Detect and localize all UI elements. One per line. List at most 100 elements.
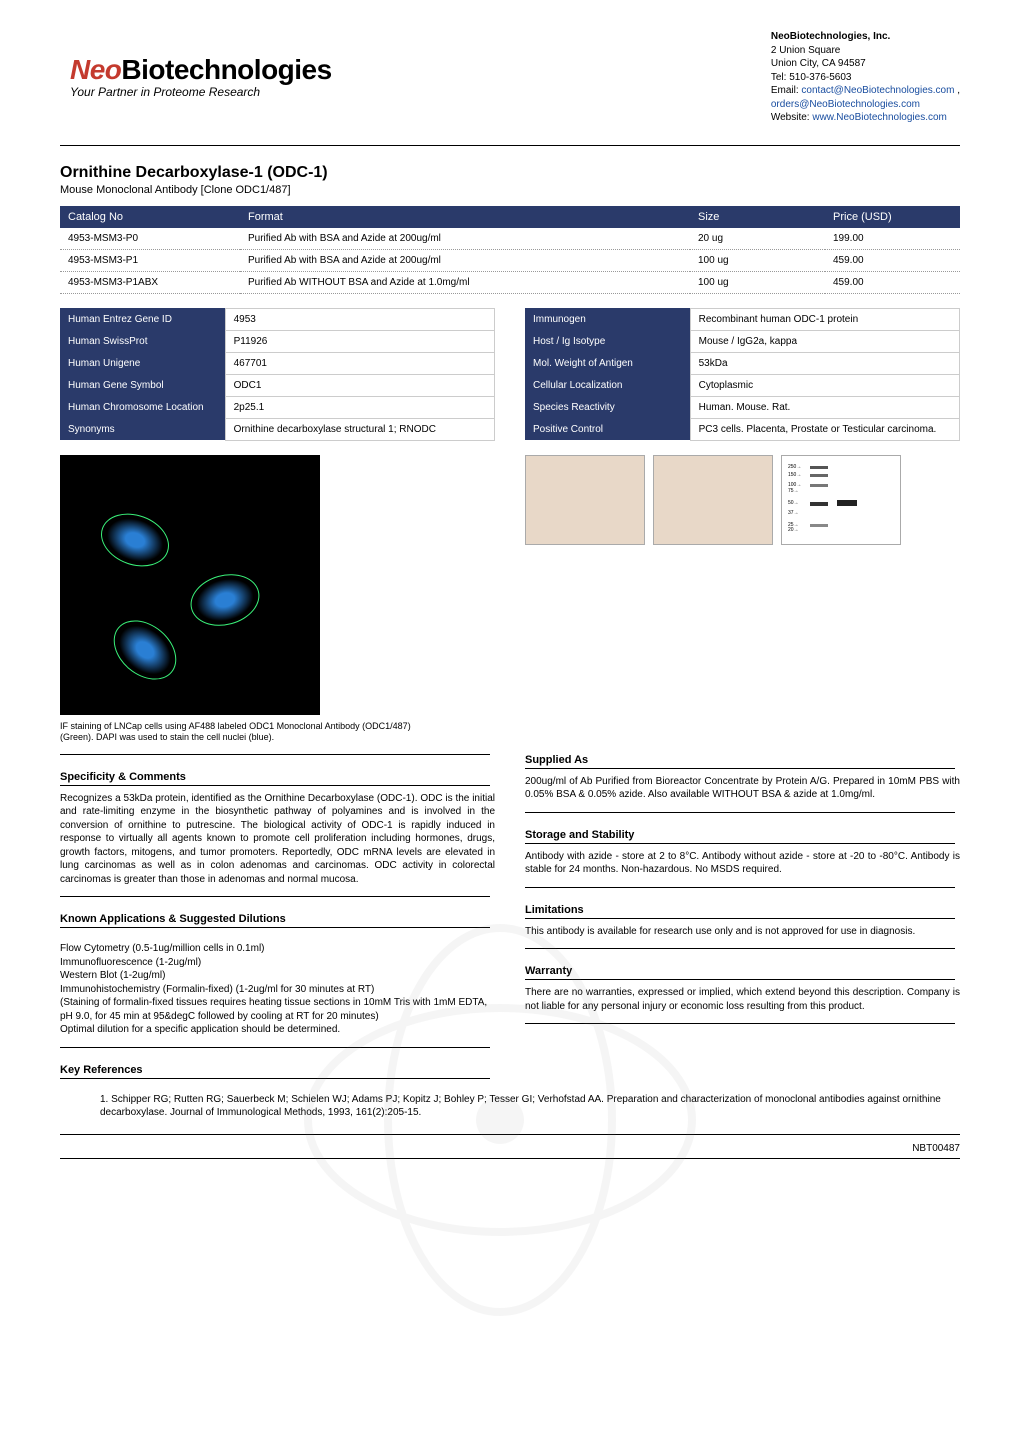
kv-value: 467701 — [225, 352, 494, 374]
company-info: NeoBiotechnologies, Inc. 2 Union Square … — [771, 30, 960, 125]
kv-value: Ornithine decarboxylase structural 1; RN… — [225, 418, 494, 440]
apps-text: Flow Cytometry (0.5-1ug/million cells in… — [60, 942, 495, 1037]
kv-key: Immunogen — [525, 308, 690, 330]
kv-row: Human Chromosome Location2p25.1 — [60, 396, 495, 418]
kv-value: 53kDa — [690, 352, 959, 374]
th-catalog: Catalog No — [60, 206, 240, 228]
kv-row: Human Unigene467701 — [60, 352, 495, 374]
kv-key: Human SwissProt — [60, 330, 225, 352]
apps-heading: Known Applications & Suggested Dilutions — [60, 913, 495, 925]
limit-heading: Limitations — [525, 904, 960, 916]
warranty-heading: Warranty — [525, 965, 960, 977]
kv-key: Synonyms — [60, 418, 225, 440]
text-columns: Specificity & Comments Recognizes a 53kD… — [60, 754, 960, 1085]
th-size: Size — [690, 206, 825, 228]
kv-row: Cellular LocalizationCytoplasmic — [525, 374, 960, 396]
footer-code: NBT00487 — [60, 1143, 960, 1154]
footer-rule-2 — [60, 1158, 960, 1159]
kv-value: Mouse / IgG2a, kappa — [690, 330, 959, 352]
kv-key: Positive Control — [525, 418, 690, 440]
kv-key: Host / Ig Isotype — [525, 330, 690, 352]
pricing-cell-price: 459.00 — [825, 271, 960, 293]
page-header: NeoBiotechnologies Your Partner in Prote… — [60, 30, 960, 125]
images-row: IF staining of LNCap cells using AF488 l… — [60, 455, 960, 744]
pricing-row: 4953-MSM3-P0Purified Ab with BSA and Azi… — [60, 228, 960, 250]
web-link[interactable]: www.NeoBiotechnologies.com — [812, 112, 947, 123]
kv-value: PC3 cells. Placenta, Prostate or Testicu… — [690, 418, 959, 440]
kv-key: Human Entrez Gene ID — [60, 308, 225, 330]
svg-text:250→: 250→ — [788, 464, 801, 470]
logo-rest: Biotechnologies — [121, 54, 331, 85]
supplied-text: 200ug/ml of Ab Purified from Bioreactor … — [525, 775, 960, 802]
kv-key: Mol. Weight of Antigen — [525, 352, 690, 374]
pricing-cell-price: 199.00 — [825, 228, 960, 250]
wb-thumb: 250→ 150→ 100→ 75→ 50→ 37→ 25→ 20→ — [781, 455, 901, 545]
svg-text:20→: 20→ — [788, 527, 799, 533]
pricing-row: 4953-MSM3-P1ABXPurified Ab WITHOUT BSA a… — [60, 271, 960, 293]
logo-tagline: Your Partner in Proteome Research — [70, 86, 332, 98]
kv-value: Recombinant human ODC-1 protein — [690, 308, 959, 330]
pricing-cell-cat: 4953-MSM3-P1 — [60, 249, 240, 271]
pricing-cell-fmt: Purified Ab with BSA and Azide at 200ug/… — [240, 228, 690, 250]
warranty-text: There are no warranties, expressed or im… — [525, 986, 960, 1013]
tel-label: Tel: — [771, 72, 789, 83]
main-image-caption: IF staining of LNCap cells using AF488 l… — [60, 721, 440, 744]
product-subtitle: Mouse Monoclonal Antibody [Clone ODC1/48… — [60, 184, 960, 196]
email-sep: , — [954, 85, 960, 96]
email-label: Email: — [771, 85, 802, 96]
pricing-cell-cat: 4953-MSM3-P1ABX — [60, 271, 240, 293]
kv-row: Host / Ig IsotypeMouse / IgG2a, kappa — [525, 330, 960, 352]
kv-value: 4953 — [225, 308, 494, 330]
storage-text: Antibody with azide - store at 2 to 8°C.… — [525, 850, 960, 877]
company-addr1: 2 Union Square — [771, 44, 960, 58]
kv-row: ImmunogenRecombinant human ODC-1 protein — [525, 308, 960, 330]
email2-link[interactable]: orders@NeoBiotechnologies.com — [771, 99, 920, 110]
pricing-table: Catalog No Format Size Price (USD) 4953-… — [60, 206, 960, 294]
kv-key: Species Reactivity — [525, 396, 690, 418]
svg-text:75→: 75→ — [788, 488, 799, 494]
kv-key: Human Chromosome Location — [60, 396, 225, 418]
kv-value: P11926 — [225, 330, 494, 352]
kv-row: Human Gene SymbolODC1 — [60, 374, 495, 396]
kv-value: ODC1 — [225, 374, 494, 396]
kv-key: Human Gene Symbol — [60, 374, 225, 396]
specificity-text: Recognizes a 53kDa protein, identified a… — [60, 792, 495, 887]
kv-value: Cytoplasmic — [690, 374, 959, 396]
pricing-cell-price: 459.00 — [825, 249, 960, 271]
kv-row: Human SwissProtP11926 — [60, 330, 495, 352]
pricing-cell-fmt: Purified Ab WITHOUT BSA and Azide at 1.0… — [240, 271, 690, 293]
specificity-heading: Specificity & Comments — [60, 771, 495, 783]
kv-row: Species ReactivityHuman. Mouse. Rat. — [525, 396, 960, 418]
thumbnail-row: 250→ 150→ 100→ 75→ 50→ 37→ 25→ 20→ — [525, 455, 960, 545]
th-price: Price (USD) — [825, 206, 960, 228]
reference-1: 1. Schipper RG; Rutten RG; Sauerbeck M; … — [100, 1093, 960, 1120]
pricing-cell-fmt: Purified Ab with BSA and Azide at 200ug/… — [240, 249, 690, 271]
pricing-cell-size: 100 ug — [690, 271, 825, 293]
kv-value: Human. Mouse. Rat. — [690, 396, 959, 418]
logo-text: NeoBiotechnologies Your Partner in Prote… — [70, 56, 332, 98]
kv-row: Positive ControlPC3 cells. Placenta, Pro… — [525, 418, 960, 440]
th-format: Format — [240, 206, 690, 228]
main-if-image — [60, 455, 320, 715]
kv-key: Cellular Localization — [525, 374, 690, 396]
left-kv-table: Human Entrez Gene ID4953Human SwissProtP… — [60, 308, 495, 441]
footer-rule-1 — [60, 1134, 960, 1135]
svg-text:37→: 37→ — [788, 510, 799, 516]
email1-link[interactable]: contact@NeoBiotechnologies.com — [801, 85, 954, 96]
kv-key: Human Unigene — [60, 352, 225, 374]
ihc-thumb-2 — [653, 455, 773, 545]
company-name: NeoBiotechnologies, Inc. — [771, 30, 960, 44]
pricing-cell-size: 20 ug — [690, 228, 825, 250]
storage-heading: Storage and Stability — [525, 829, 960, 841]
limit-text: This antibody is available for research … — [525, 925, 960, 939]
kv-value: 2p25.1 — [225, 396, 494, 418]
kv-row: Human Entrez Gene ID4953 — [60, 308, 495, 330]
ihc-thumb-1 — [525, 455, 645, 545]
logo-prefix: Neo — [70, 54, 121, 85]
kv-row: Mol. Weight of Antigen53kDa — [525, 352, 960, 374]
kv-row: SynonymsOrnithine decarboxylase structur… — [60, 418, 495, 440]
pricing-row: 4953-MSM3-P1Purified Ab with BSA and Azi… — [60, 249, 960, 271]
web-label: Website: — [771, 112, 813, 123]
svg-text:150→: 150→ — [788, 472, 801, 478]
pricing-cell-cat: 4953-MSM3-P0 — [60, 228, 240, 250]
